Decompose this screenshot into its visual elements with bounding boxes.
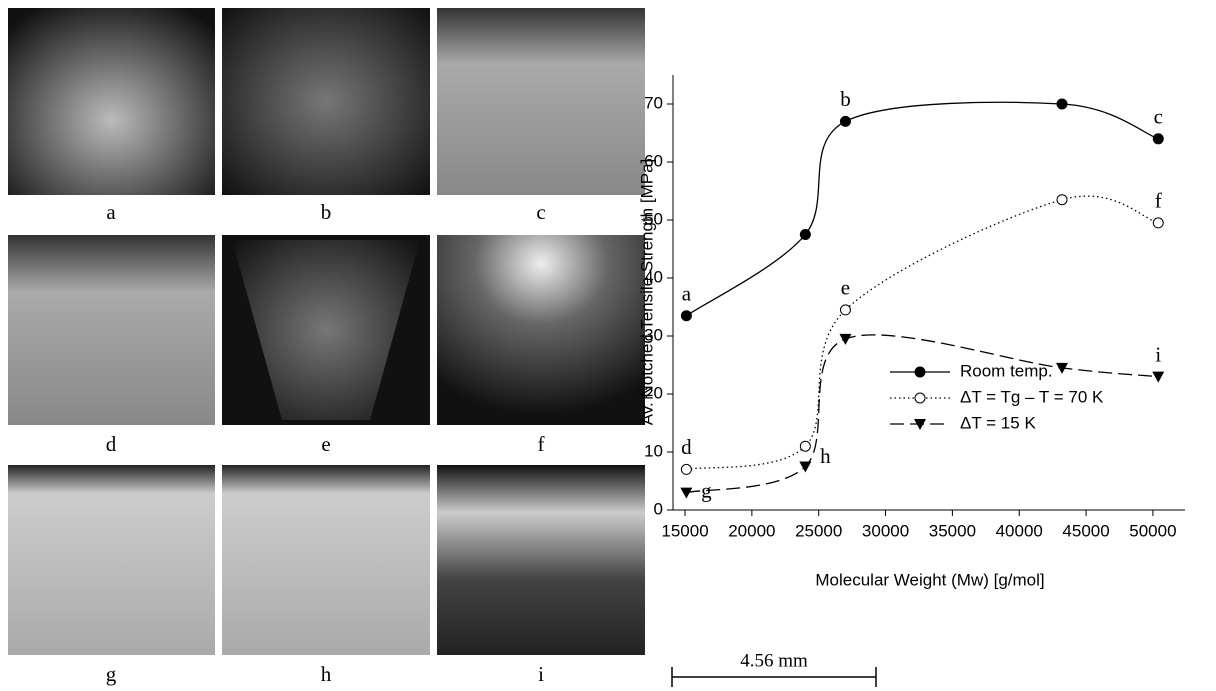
x-tick-label: 50000 xyxy=(1129,521,1176,540)
x-tick-label: 30000 xyxy=(862,521,909,540)
x-tick-label: 40000 xyxy=(996,521,1043,540)
data-point xyxy=(1152,133,1164,145)
point-label: b xyxy=(840,87,851,111)
point-label: d xyxy=(681,435,692,459)
y-tick-label: 70 xyxy=(644,93,663,112)
legend-marker xyxy=(914,392,926,404)
data-point xyxy=(1056,362,1069,374)
legend-label: ΔT = Tg – T = 70 K xyxy=(960,387,1104,406)
x-tick-label: 45000 xyxy=(1062,521,1109,540)
y-tick-label: 0 xyxy=(654,499,663,518)
data-point xyxy=(1056,194,1068,206)
y-tick-label: 20 xyxy=(644,383,663,402)
panel-label: e xyxy=(321,432,330,456)
data-point xyxy=(1152,371,1165,383)
panel-label: d xyxy=(106,432,117,456)
y-axis-label: Av. Notched Tensile Strength [MPa] xyxy=(637,159,656,425)
legend-label: Room temp. xyxy=(960,361,1053,380)
y-tick-label: 30 xyxy=(644,325,663,344)
data-point xyxy=(680,310,692,322)
photo xyxy=(437,8,645,195)
x-tick-label: 25000 xyxy=(795,521,842,540)
point-label: e xyxy=(841,276,850,300)
series-line xyxy=(686,101,1159,317)
data-point xyxy=(839,333,852,345)
data-point xyxy=(799,461,812,473)
panel-label: b xyxy=(321,200,332,224)
point-label: c xyxy=(1154,105,1163,129)
point-label: h xyxy=(820,444,831,468)
photo xyxy=(8,8,215,195)
x-tick-label: 35000 xyxy=(929,521,976,540)
photo xyxy=(437,465,645,655)
photo xyxy=(222,465,430,655)
data-point xyxy=(1152,217,1164,229)
data-point xyxy=(799,229,811,240)
y-tick-label: 50 xyxy=(644,209,663,228)
point-label: a xyxy=(682,282,692,306)
x-tick-label: 20000 xyxy=(728,521,775,540)
panel-label: a xyxy=(106,200,116,224)
photo-panels xyxy=(8,8,645,655)
legend-label: ΔT = 15 K xyxy=(960,413,1036,432)
panel-label: f xyxy=(538,432,545,456)
panel-label: i xyxy=(538,662,544,686)
y-tick-label: 60 xyxy=(644,151,663,170)
point-label: g xyxy=(701,478,712,502)
point-label: f xyxy=(1155,189,1162,213)
legend-marker xyxy=(914,419,926,430)
panel-label: g xyxy=(106,662,117,686)
data-point xyxy=(680,487,693,499)
scale-bar: 4.56 mm xyxy=(671,650,877,687)
photo xyxy=(8,465,215,655)
series-line xyxy=(686,195,1159,471)
data-point xyxy=(839,304,851,316)
legend-marker xyxy=(914,366,926,378)
panel-label: h xyxy=(321,662,332,686)
y-tick-label: 40 xyxy=(644,267,663,286)
data-point xyxy=(1056,98,1068,110)
panel-label: c xyxy=(536,200,545,224)
data-point xyxy=(839,115,851,127)
photo xyxy=(222,8,430,195)
series-line xyxy=(686,334,1159,494)
data-point xyxy=(680,463,692,475)
photo xyxy=(232,240,420,420)
data-point xyxy=(799,440,811,452)
photo xyxy=(437,235,645,425)
scale-label: 4.56 mm xyxy=(740,650,808,671)
point-label: i xyxy=(1155,342,1161,366)
x-axis-label: Molecular Weight (Mw) [g/mol] xyxy=(815,570,1044,589)
photo xyxy=(8,235,215,425)
y-tick-label: 10 xyxy=(644,441,663,460)
x-tick-label: 15000 xyxy=(661,521,708,540)
